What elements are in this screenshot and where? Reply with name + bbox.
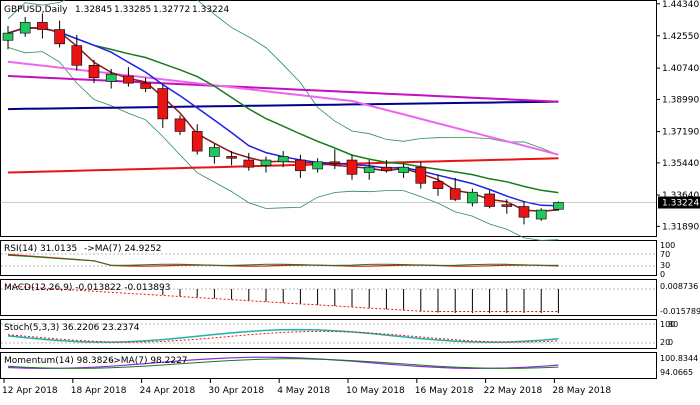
candles-group xyxy=(2,13,564,225)
date-tick-label: 30 Apr 2018 xyxy=(208,386,264,396)
candle-body xyxy=(191,131,203,152)
momentum-tick-bottom: 94.0665 xyxy=(660,368,693,377)
rsi-title: RSI(14) 31.0135 xyxy=(4,244,77,254)
rsi-pane-frame xyxy=(0,240,657,276)
candle-body xyxy=(432,181,444,189)
price-tick-label: 1.40740 xyxy=(662,64,699,74)
date-tick-label: 24 Apr 2018 xyxy=(140,386,196,396)
momentum-pane-frame xyxy=(0,352,657,379)
date-tick-label: 4 May 2018 xyxy=(277,386,330,396)
candle-body xyxy=(501,204,513,207)
ohlc-low: 1.32772 xyxy=(153,5,190,15)
macd-tick-top: 0.008736 xyxy=(660,282,698,291)
candle-body xyxy=(553,202,564,210)
candle-body xyxy=(226,156,237,159)
momentum-tick-top: 100.8344 xyxy=(660,354,698,363)
ma-navy-line xyxy=(7,100,559,111)
price-tick-label: 1.44340 xyxy=(662,0,699,10)
candle-body xyxy=(467,191,478,204)
candle-body xyxy=(346,159,358,175)
candle-body xyxy=(2,32,14,41)
ma-fast-line xyxy=(7,26,559,213)
price-tick-label: 1.35440 xyxy=(662,159,699,169)
stoch-main-line xyxy=(7,328,559,343)
candle-body xyxy=(105,73,117,82)
ma-magenta-line xyxy=(7,75,559,103)
rsi-tick-70: 70 xyxy=(660,250,670,259)
momentum-signal-label: ->MA(7) 98.2227 xyxy=(110,356,188,366)
ma-pink-line xyxy=(7,60,559,156)
candle-body xyxy=(277,156,289,163)
price-tick-label: 1.37190 xyxy=(662,128,699,138)
candle-body xyxy=(140,82,151,89)
bollinger-upper-line xyxy=(7,0,559,156)
date-tick-label: 18 Apr 2018 xyxy=(71,386,127,396)
ma-blue-line xyxy=(7,26,559,207)
price-tick-label: 1.42550 xyxy=(662,32,699,42)
stoch-tick-100: 100 xyxy=(660,320,675,329)
price-axis: 1.44340 1.42550 1.40740 1.38990 1.37190 1.354… xyxy=(656,0,700,232)
rsi-tick-30: 30 xyxy=(660,261,670,270)
date-tick-label: 10 May 2018 xyxy=(346,386,405,396)
candle-body xyxy=(363,166,375,173)
rsi-signal-line xyxy=(7,254,559,266)
main-title: GBPUSD,Daily xyxy=(4,5,68,15)
date-tick-label: 28 May 2018 xyxy=(552,386,611,396)
candle-body xyxy=(54,29,65,45)
stoch-pane-frame xyxy=(0,319,657,349)
ohlc-close: 1.33224 xyxy=(192,5,229,15)
ohlc-high: 1.33285 xyxy=(114,5,151,15)
momentum-title: Momentum(14) 98.3826 xyxy=(4,356,114,366)
stoch-tick-0: 0 xyxy=(668,338,673,347)
current-price-badge xyxy=(658,196,700,209)
candle-body xyxy=(19,22,31,34)
current-price-label: 1.33224 xyxy=(662,198,699,208)
candle-body xyxy=(329,161,341,164)
price-tick-label: 1.33640 xyxy=(662,191,699,201)
date-tick-label: 16 May 2018 xyxy=(415,386,474,396)
candle-body xyxy=(37,22,48,30)
date-tick-label: 22 May 2018 xyxy=(484,386,543,396)
date-tick-label: 12 Apr 2018 xyxy=(2,386,58,396)
rsi-tick-100: 100 xyxy=(660,241,675,250)
price-tick-label: 1.31890 xyxy=(662,222,699,232)
momentum-signal-line xyxy=(7,358,559,369)
candle-body xyxy=(535,209,547,220)
indicator-lines xyxy=(1,253,656,370)
candle-body xyxy=(88,64,100,79)
macd-title: MACD(12,26,9) -0.013822 -0.013893 xyxy=(4,283,170,293)
price-tick-label: 1.38990 xyxy=(662,95,699,105)
stoch-tick-20: 20 xyxy=(660,338,670,347)
candle-body xyxy=(123,75,134,84)
stoch-title: Stoch(5,3,3) 36.2206 23.2374 xyxy=(4,323,140,333)
candle-body xyxy=(174,118,186,132)
stoch-signal-line xyxy=(7,330,559,343)
candle-body xyxy=(398,166,409,173)
macd-pane-frame xyxy=(0,279,657,316)
candle-body xyxy=(449,188,461,200)
macd-tick-bottom: -0.015789 xyxy=(660,307,700,316)
candle-body xyxy=(312,161,323,170)
date-axis: 12 Apr 2018 18 Apr 2018 24 Apr 2018 30 Apr … xyxy=(2,378,611,396)
rsi-signal-label: ->MA(7) 24.9252 xyxy=(84,244,162,254)
ma-green-line xyxy=(7,26,559,194)
momentum-line xyxy=(7,356,559,370)
candle-body xyxy=(518,206,530,218)
candle-body xyxy=(260,159,272,166)
main-pane-frame xyxy=(0,0,657,237)
candle-body xyxy=(295,159,306,172)
rsi-tick-0: 0 xyxy=(660,270,665,279)
candle-body xyxy=(209,147,220,157)
bollinger-lower-line xyxy=(7,47,559,241)
stoch-tick-80: 80 xyxy=(668,320,678,329)
candle-body xyxy=(243,159,255,168)
candle-body xyxy=(71,45,83,66)
candle-body xyxy=(484,193,495,207)
ohlc-open: 1.32845 xyxy=(75,5,112,15)
candle-body xyxy=(381,166,392,172)
candle-body xyxy=(157,88,169,120)
candle-body xyxy=(415,166,427,184)
